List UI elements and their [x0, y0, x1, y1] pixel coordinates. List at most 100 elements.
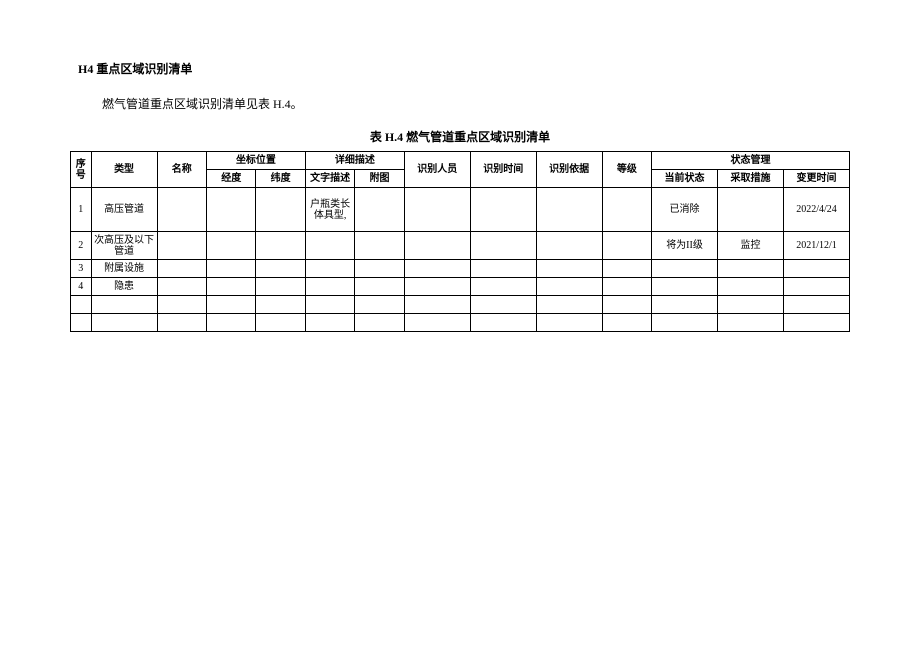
cell-dengji [602, 232, 651, 260]
cell-biangeng [783, 260, 849, 278]
cell-cuoshi [718, 260, 784, 278]
cell-seq: 1 [71, 188, 92, 232]
cell-renyuan [404, 188, 470, 232]
cell-biangeng: 2022/4/24 [783, 188, 849, 232]
th-jingdu: 经度 [206, 170, 255, 188]
table-caption: 表 H.4 燃气管道重点区域识别清单 [70, 128, 850, 145]
cell-jing [206, 278, 255, 296]
cell-dengji [602, 278, 651, 296]
cell-wenzi: 户瓶类长体具型, [305, 188, 354, 232]
section-heading: H4 重点区域识别清单 [78, 60, 850, 77]
th-renyuan: 识别人员 [404, 152, 470, 188]
cell-type: 次高压及以下管道 [91, 232, 157, 260]
cell-wenzi [305, 232, 354, 260]
cell-shijian [470, 314, 536, 332]
th-yiju: 识别依据 [536, 152, 602, 188]
cell-yiju [536, 296, 602, 314]
th-dengji: 等级 [602, 152, 651, 188]
cell-jing [206, 232, 255, 260]
section-subtext: 燃气管道重点区域识别清单见表 H.4。 [102, 95, 850, 112]
cell-zhuangtai [652, 314, 718, 332]
cell-name [157, 232, 206, 260]
cell-wei [256, 296, 305, 314]
cell-shijian [470, 232, 536, 260]
cell-futu [355, 296, 404, 314]
th-zuobiao: 坐标位置 [206, 152, 305, 170]
cell-wenzi [305, 260, 354, 278]
cell-shijian [470, 188, 536, 232]
cell-renyuan [404, 278, 470, 296]
th-cuoshi: 采取措施 [718, 170, 784, 188]
key-area-table: 序号 类型 名称 坐标位置 详细描述 识别人员 识别时间 识别依据 等级 状态管… [70, 151, 850, 332]
table-row: 4 隐患 [71, 278, 850, 296]
cell-yiju [536, 188, 602, 232]
cell-dengji [602, 260, 651, 278]
cell-futu [355, 260, 404, 278]
cell-jing [206, 260, 255, 278]
cell-yiju [536, 232, 602, 260]
cell-dengji [602, 314, 651, 332]
th-weidu: 纬度 [256, 170, 305, 188]
cell-futu [355, 232, 404, 260]
cell-seq: 4 [71, 278, 92, 296]
cell-name [157, 260, 206, 278]
cell-name [157, 278, 206, 296]
cell-seq [71, 314, 92, 332]
cell-renyuan [404, 232, 470, 260]
cell-jing [206, 296, 255, 314]
table-row: 1 高压管道 户瓶类长体具型, 已消除 2022/4/24 [71, 188, 850, 232]
cell-seq: 2 [71, 232, 92, 260]
cell-zhuangtai: 将为II级 [652, 232, 718, 260]
cell-renyuan [404, 296, 470, 314]
cell-seq [71, 296, 92, 314]
cell-cuoshi [718, 314, 784, 332]
cell-cuoshi [718, 278, 784, 296]
cell-wenzi [305, 296, 354, 314]
cell-dengji [602, 296, 651, 314]
cell-seq: 3 [71, 260, 92, 278]
cell-zhuangtai [652, 278, 718, 296]
cell-biangeng [783, 296, 849, 314]
cell-name [157, 188, 206, 232]
cell-futu [355, 188, 404, 232]
cell-jing [206, 314, 255, 332]
cell-yiju [536, 278, 602, 296]
table-header-row-1: 序号 类型 名称 坐标位置 详细描述 识别人员 识别时间 识别依据 等级 状态管… [71, 152, 850, 170]
cell-yiju [536, 314, 602, 332]
cell-cuoshi [718, 296, 784, 314]
cell-name [157, 314, 206, 332]
cell-biangeng [783, 314, 849, 332]
th-futu: 附图 [355, 170, 404, 188]
th-dangqian: 当前状态 [652, 170, 718, 188]
cell-wei [256, 278, 305, 296]
th-biangeng: 变更时间 [783, 170, 849, 188]
table-row [71, 296, 850, 314]
table-row: 2 次高压及以下管道 将为II级 监控 2021/12/1 [71, 232, 850, 260]
th-wenzi: 文字描述 [305, 170, 354, 188]
cell-renyuan [404, 314, 470, 332]
cell-name [157, 296, 206, 314]
cell-dengji [602, 188, 651, 232]
cell-shijian [470, 296, 536, 314]
cell-yiju [536, 260, 602, 278]
cell-shijian [470, 278, 536, 296]
cell-cuoshi [718, 188, 784, 232]
cell-type: 附属设施 [91, 260, 157, 278]
table-row [71, 314, 850, 332]
cell-zhuangtai [652, 296, 718, 314]
cell-wei [256, 314, 305, 332]
cell-zhuangtai [652, 260, 718, 278]
cell-futu [355, 314, 404, 332]
th-zhuangtaiguanli: 状态管理 [652, 152, 850, 170]
th-name: 名称 [157, 152, 206, 188]
cell-biangeng: 2021/12/1 [783, 232, 849, 260]
cell-biangeng [783, 278, 849, 296]
th-xiangxi: 详细描述 [305, 152, 404, 170]
cell-jing [206, 188, 255, 232]
cell-type: 高压管道 [91, 188, 157, 232]
cell-wei [256, 188, 305, 232]
cell-wei [256, 232, 305, 260]
cell-type [91, 296, 157, 314]
cell-shijian [470, 260, 536, 278]
cell-cuoshi: 监控 [718, 232, 784, 260]
